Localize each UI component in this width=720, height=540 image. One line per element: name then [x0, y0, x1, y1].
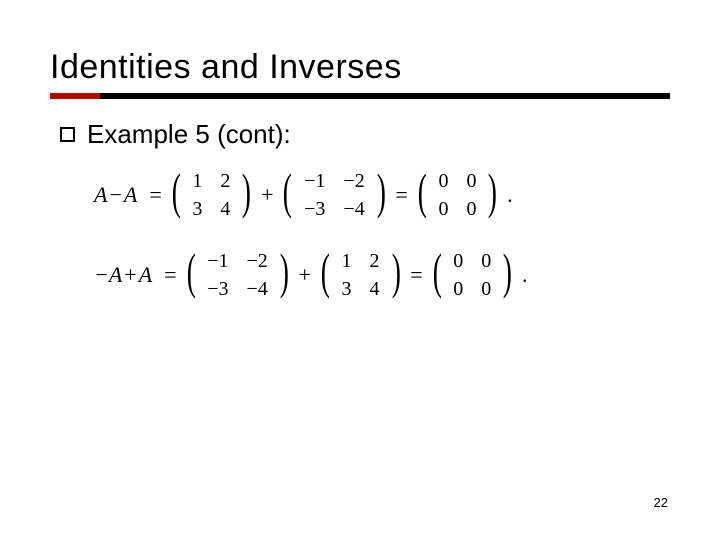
equation-2: −A+A = ( −1−2−3−4 ) + ( 1234 ) = ( 0000 … — [94, 246, 670, 304]
lparen-icon: ( — [186, 246, 195, 304]
eq2-matrix-2: ( 1234 ) — [317, 246, 404, 304]
underline-accent — [50, 93, 100, 99]
eq1-lhs: A−A — [94, 182, 137, 208]
rparen-icon: ) — [391, 246, 400, 304]
eq2-lhs-a: −A — [94, 262, 122, 287]
rparen-icon: ) — [503, 246, 512, 304]
lparen-icon: ( — [418, 166, 427, 224]
eq1-lhs-op: − — [107, 182, 123, 207]
period: . — [507, 182, 513, 208]
plus-sign: + — [298, 262, 310, 288]
equation-1: A−A = ( 1234 ) + ( −1−2−3−4 ) = ( 0000 )… — [94, 166, 670, 224]
eq2-lhs: −A+A — [94, 262, 152, 288]
equals-sign: = — [395, 182, 407, 208]
eq2-matrix-1: ( −1−2−3−4 ) — [183, 246, 293, 304]
eq2-lhs-b: A — [139, 262, 152, 287]
eq2-lhs-op: + — [122, 262, 138, 287]
equals-sign: = — [149, 182, 161, 208]
page-number: 22 — [654, 495, 668, 510]
slide-title: Identities and Inverses — [50, 48, 670, 87]
equals-sign: = — [410, 262, 422, 288]
slide: Identities and Inverses Example 5 (cont)… — [0, 0, 720, 540]
rparen-icon: ) — [488, 166, 497, 224]
rparen-icon: ) — [280, 246, 289, 304]
lparen-icon: ( — [321, 246, 330, 304]
bullet-text: Example 5 (cont): — [87, 119, 291, 150]
rparen-icon: ) — [242, 166, 251, 224]
bullet-icon — [60, 127, 75, 142]
plus-sign: + — [261, 182, 273, 208]
equations-area: A−A = ( 1234 ) + ( −1−2−3−4 ) = ( 0000 )… — [94, 166, 670, 304]
title-underline — [50, 93, 670, 99]
eq1-matrix-2: ( −1−2−3−4 ) — [279, 166, 389, 224]
lparen-icon: ( — [432, 246, 441, 304]
lparen-icon: ( — [171, 166, 180, 224]
bullet-row: Example 5 (cont): — [60, 119, 670, 150]
eq1-matrix-result: ( 0000 ) — [414, 166, 501, 224]
eq2-matrix-result: ( 0000 ) — [429, 246, 516, 304]
eq1-lhs-b: A — [124, 182, 137, 207]
period: . — [522, 262, 528, 288]
equals-sign: = — [164, 262, 176, 288]
lparen-icon: ( — [283, 166, 292, 224]
underline-main — [100, 93, 670, 99]
eq1-matrix-1: ( 1234 ) — [168, 166, 255, 224]
eq1-lhs-a: A — [94, 182, 107, 207]
rparen-icon: ) — [376, 166, 385, 224]
